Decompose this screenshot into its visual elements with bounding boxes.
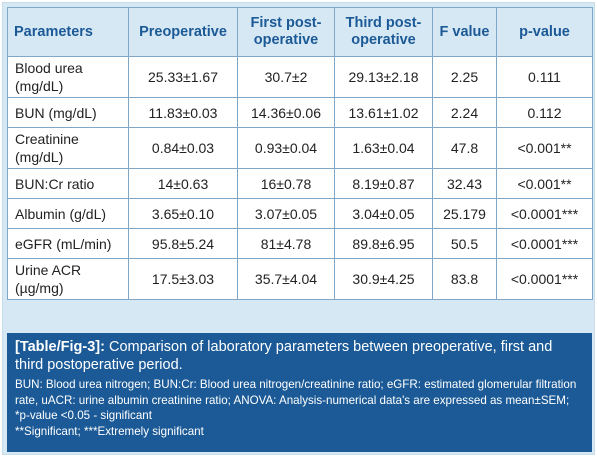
cell-third-postoperative: 30.9±4.25 [334, 258, 433, 300]
cell-third-postoperative: 3.04±0.05 [334, 198, 433, 229]
row-parameter: Blood urea (mg/dL) [7, 56, 129, 98]
cell-first-postoperative: 14.36±0.06 [237, 97, 335, 128]
cell-preoperative: 0.84±0.03 [128, 127, 238, 169]
cell-p-value: 0.111 [496, 56, 593, 98]
header-parameters: Parameters [7, 7, 129, 57]
table-row: BUN:Cr ratio 14±0.63 16±0.78 8.19±0.87 3… [7, 168, 593, 199]
caption-significance-key: **Significant; ***Extremely significant [15, 424, 204, 438]
table-row: eGFR (mL/min) 95.8±5.24 81±4.78 89.8±6.9… [7, 228, 593, 259]
caption-label: [Table/Fig-3]: [15, 339, 105, 355]
cell-p-value: 0.112 [496, 97, 593, 128]
cell-f-value: 2.24 [432, 97, 497, 128]
table-row: Urine ACR (µg/mg) 17.5±3.03 35.7±4.04 30… [7, 258, 593, 300]
cell-preoperative: 95.8±5.24 [128, 228, 238, 259]
cell-f-value: 2.25 [432, 56, 497, 98]
cell-preoperative: 11.83±0.03 [128, 97, 238, 128]
cell-third-postoperative: 29.13±2.18 [334, 56, 433, 98]
cell-p-value: <0.0001*** [496, 258, 593, 300]
table-row: BUN (mg/dL) 11.83±0.03 14.36±0.06 13.61±… [7, 97, 593, 128]
cell-f-value: 50.5 [432, 228, 497, 259]
header-first-postoperative: First post-operative [237, 7, 335, 57]
cell-p-value: <0.0001*** [496, 228, 593, 259]
row-parameter: Albumin (g/dL) [7, 198, 129, 229]
row-parameter: Creatinine (mg/dL) [7, 127, 129, 169]
cell-p-value: <0.001** [496, 127, 593, 169]
header-p-value: p-value [496, 7, 593, 57]
table-row: Blood urea (mg/dL) 25.33±1.67 30.7±2 29.… [7, 56, 593, 98]
cell-first-postoperative: 3.07±0.05 [237, 198, 335, 229]
cell-preoperative: 17.5±3.03 [128, 258, 238, 300]
caption-notes: BUN: Blood urea nitrogen; BUN:Cr: Blood … [15, 377, 584, 439]
cell-f-value: 83.8 [432, 258, 497, 300]
cell-first-postoperative: 81±4.78 [237, 228, 335, 259]
table-row: Albumin (g/dL) 3.65±0.10 3.07±0.05 3.04±… [7, 198, 593, 229]
header-f-value: F value [432, 7, 497, 57]
cell-first-postoperative: 0.93±0.04 [237, 127, 335, 169]
table-row: Creatinine (mg/dL) 0.84±0.03 0.93±0.04 1… [7, 127, 593, 169]
row-parameter: BUN (mg/dL) [7, 97, 129, 128]
caption-abbreviations: BUN: Blood urea nitrogen; BUN:Cr: Blood … [15, 378, 577, 422]
header-third-postoperative: Third post-operative [334, 7, 433, 57]
row-parameter: BUN:Cr ratio [7, 168, 129, 199]
table-caption: [Table/Fig-3]: Comparison of laboratory … [7, 333, 592, 452]
cell-p-value: <0.0001*** [496, 198, 593, 229]
lab-parameters-table: Parameters Preoperative First post-opera… [7, 7, 593, 300]
header-preoperative: Preoperative [128, 7, 238, 57]
cell-third-postoperative: 89.8±6.95 [334, 228, 433, 259]
cell-preoperative: 3.65±0.10 [128, 198, 238, 229]
cell-first-postoperative: 16±0.78 [237, 168, 335, 199]
row-parameter: Urine ACR (µg/mg) [7, 258, 129, 300]
cell-first-postoperative: 30.7±2 [237, 56, 335, 98]
cell-third-postoperative: 13.61±1.02 [334, 97, 433, 128]
cell-third-postoperative: 8.19±0.87 [334, 168, 433, 199]
caption-title: [Table/Fig-3]: Comparison of laboratory … [15, 338, 584, 374]
cell-preoperative: 14±0.63 [128, 168, 238, 199]
cell-first-postoperative: 35.7±4.04 [237, 258, 335, 300]
cell-f-value: 47.8 [432, 127, 497, 169]
cell-preoperative: 25.33±1.67 [128, 56, 238, 98]
cell-f-value: 25.179 [432, 198, 497, 229]
cell-p-value: <0.001** [496, 168, 593, 199]
row-parameter: eGFR (mL/min) [7, 228, 129, 259]
table-header-row: Parameters Preoperative First post-opera… [7, 7, 593, 57]
cell-third-postoperative: 1.63±0.04 [334, 127, 433, 169]
cell-f-value: 32.43 [432, 168, 497, 199]
caption-title-text: Comparison of laboratory parameters betw… [15, 339, 553, 373]
